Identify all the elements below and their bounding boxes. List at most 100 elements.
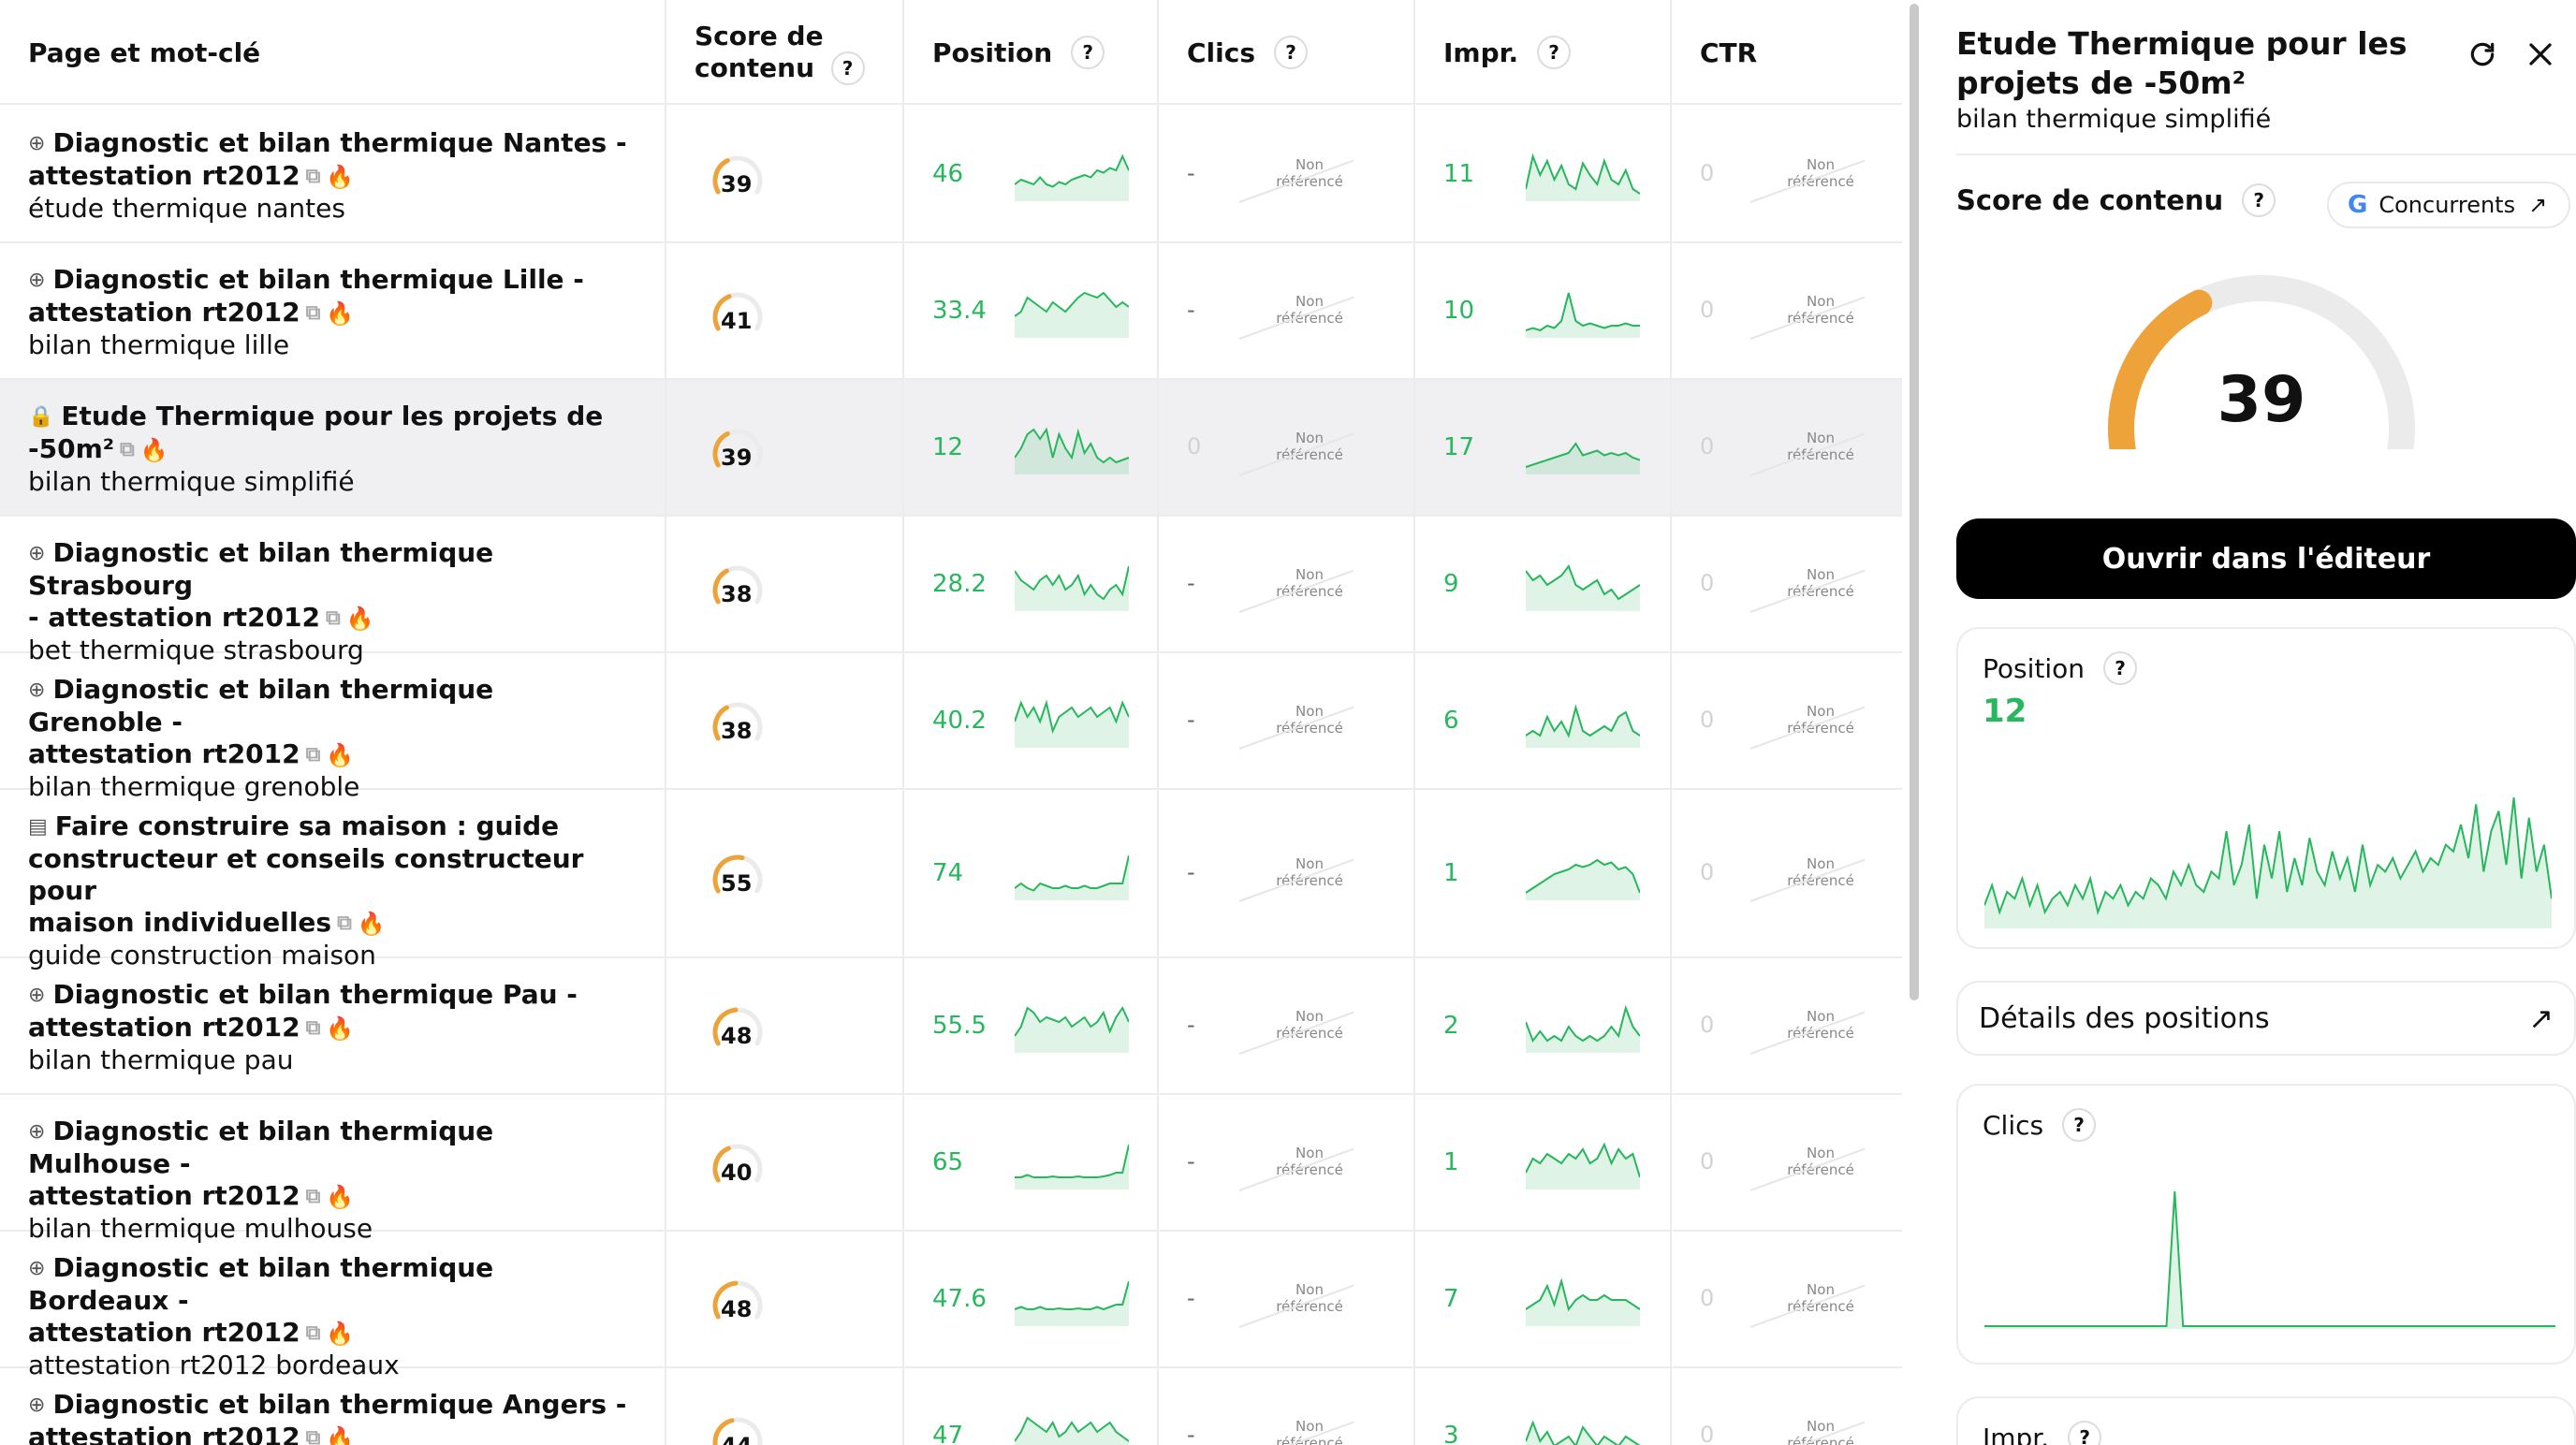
ctr-value: 0 (1700, 433, 1715, 460)
column-header-impr[interactable]: Impr.? (1443, 0, 1572, 105)
not-indexed-label: Non (1807, 430, 1835, 446)
column-header-score[interactable]: Score de contenu ? (695, 0, 865, 105)
clics-not-indexed: Non référencé (1258, 1418, 1361, 1445)
position-sparkline-area (1015, 1281, 1129, 1326)
page-title[interactable]: Etude Thermique pour les projets de (61, 401, 604, 431)
external-link-icon[interactable]: ⧉ (305, 1016, 321, 1040)
table-row[interactable]: ▤ Faire construire sa maison : guide const… (0, 790, 1902, 971)
gauge-fill (712, 158, 730, 195)
clics-value: - (1187, 1285, 1195, 1311)
impr-card-help-icon[interactable]: ? (2068, 1421, 2102, 1445)
external-link-icon[interactable]: ⧉ (305, 1185, 321, 1208)
page-title[interactable]: -50m² (28, 433, 115, 464)
score-gauge (712, 1144, 763, 1183)
impr-value: 9 (1443, 570, 1459, 598)
page-cell: ⊕ Diagnostic et bilan thermique Mulhouse … (28, 1116, 637, 1245)
page-cell: ⊕ Diagnostic et bilan thermique Lille - at… (28, 264, 637, 361)
not-indexed-label: Non (1295, 703, 1324, 720)
globe-icon: ⊕ (28, 984, 46, 1007)
page-title[interactable]: Diagnostic et bilan thermique Pau - (52, 979, 578, 1010)
impr-sparkline-line (1526, 1277, 1640, 1312)
position-help-icon[interactable]: ? (1071, 36, 1105, 69)
page-title[interactable]: Diagnostic et bilan thermique Nantes - (52, 127, 627, 158)
external-link-icon[interactable]: ⧉ (305, 743, 321, 766)
table-row[interactable]: ⊕ Diagnostic et bilan thermique Nantes -a… (0, 107, 1902, 243)
impr-value: 1 (1443, 859, 1459, 887)
page-title[interactable]: attestation rt2012 (28, 1422, 300, 1445)
external-link-icon[interactable]: ⧉ (305, 1321, 321, 1345)
page-title[interactable]: Diagnostic et bilan thermique Lille - (52, 264, 584, 295)
external-link-icon[interactable]: ⧉ (326, 606, 341, 630)
external-link-icon[interactable]: ⧉ (305, 1426, 321, 1445)
page-title[interactable]: Diagnostic et bilan thermique Bordeaux - (28, 1252, 494, 1316)
page-title[interactable]: Faire construire sa maison : guide (54, 810, 560, 841)
table-row[interactable]: ⊕ Diagnostic et bilan thermique Strasbour… (0, 517, 1902, 665)
page-title[interactable]: Diagnostic et bilan thermique Mulhouse - (28, 1116, 494, 1179)
table-row[interactable]: 🔒 Etude Thermique pour les projets de -50m… (0, 380, 1902, 517)
not-indexed-label: Non (1295, 1145, 1324, 1161)
page-title[interactable]: attestation rt2012 (28, 1317, 300, 1348)
page-title[interactable]: Diagnostic et bilan thermique Grenoble - (28, 674, 494, 737)
page-title[interactable]: attestation rt2012 (28, 1180, 300, 1211)
column-header-position[interactable]: Position? (932, 0, 1105, 105)
table-row[interactable]: ⊕ Diagnostic et bilan thermique Grenoble … (0, 653, 1902, 802)
page-title[interactable]: attestation rt2012 (28, 738, 300, 769)
column-header-clics[interactable]: Clics? (1187, 0, 1309, 105)
external-link-icon[interactable]: ⧉ (120, 438, 135, 461)
not-indexed-label: Non (1807, 855, 1835, 872)
page-title[interactable]: attestation rt2012 (28, 160, 300, 191)
competitors-button[interactable]: G Concurrents ↗ (2327, 182, 2570, 228)
close-icon[interactable] (2522, 36, 2559, 73)
score-value: 44 (721, 1433, 752, 1445)
page-title[interactable]: Diagnostic et bilan thermique Strasbourg (28, 537, 494, 601)
position-card-help-icon[interactable]: ? (2103, 651, 2138, 685)
page-cell: ▤ Faire construire sa maison : guide const… (28, 810, 637, 971)
page-title[interactable]: attestation rt2012 (28, 1012, 300, 1043)
score-value: 40 (721, 1160, 753, 1186)
ctr-not-indexed: Non référencé (1769, 703, 1872, 737)
page-title[interactable]: attestation rt2012 (28, 297, 300, 328)
clics-card-help-icon[interactable]: ? (2062, 1108, 2097, 1142)
keyword: bilan thermique mulhouse (28, 1213, 373, 1244)
score-help-icon[interactable]: ? (830, 51, 865, 85)
position-sparkline-line (1015, 291, 1129, 317)
table-row[interactable]: ⊕ Diagnostic et bilan thermique Pau - atte… (0, 958, 1902, 1095)
page-title[interactable]: maison individuelles (28, 907, 332, 938)
clics-help-icon[interactable]: ? (1274, 36, 1309, 69)
external-link-icon[interactable]: ⧉ (305, 301, 321, 325)
table-row[interactable]: ⊕ Diagnostic et bilan thermique Mulhouse … (0, 1095, 1902, 1244)
detail-panel: Etude Thermique pour les projets de -50m… (1923, 0, 2576, 1445)
lock-icon: 🔒 (28, 405, 54, 429)
page-title[interactable]: Diagnostic et bilan thermique Angers - (52, 1389, 627, 1420)
keyword: guide construction maison (28, 940, 376, 971)
position-sparkline (1015, 153, 1129, 201)
clics-value: - (1187, 707, 1195, 733)
keyword: bet thermique strasbourg (28, 635, 364, 665)
column-header-page[interactable]: Page et mot-clé (28, 36, 261, 68)
fire-icon: 🔥 (326, 300, 355, 327)
clics-trend-line (1984, 1190, 2555, 1327)
external-link-icon[interactable]: ⧉ (337, 912, 352, 935)
position-trend-chart (1984, 797, 2552, 928)
position-trend-line (1984, 797, 2552, 916)
table-row[interactable]: ⊕ Diagnostic et bilan thermique Bordeaux … (0, 1232, 1902, 1380)
not-indexed-label: Non (1295, 293, 1324, 310)
clics-value: - (1187, 160, 1195, 186)
refresh-icon[interactable] (2464, 36, 2501, 73)
column-header-ctr[interactable]: CTR (1700, 36, 1758, 68)
vertical-scrollbar[interactable] (1910, 4, 1919, 1000)
external-link-icon[interactable]: ⧉ (305, 165, 321, 188)
content-score-help-icon[interactable]: ? (2242, 183, 2276, 217)
page-title[interactable]: constructeur et conseils constructeur po… (28, 843, 584, 906)
page-title[interactable]: - attestation rt2012 (28, 602, 320, 633)
open-editor-button[interactable]: Ouvrir dans l'éditeur (1956, 518, 2576, 599)
impr-help-icon[interactable]: ? (1537, 36, 1572, 69)
position-details-link[interactable]: Détails des positions ↗ (1956, 981, 2576, 1056)
impr-card: Impr.? (1956, 1396, 2576, 1445)
table-row[interactable]: ⊕ Diagnostic et bilan thermique Lille - at… (0, 243, 1902, 380)
position-sparkline (1015, 565, 1129, 611)
page-cell: ⊕ Diagnostic et bilan thermique Grenoble … (28, 674, 637, 803)
table-row[interactable]: ⊕ Diagnostic et bilan thermique Angers -a… (0, 1368, 1902, 1445)
score-gauge (712, 1417, 763, 1445)
impr-sparkline-area (1526, 860, 1640, 900)
